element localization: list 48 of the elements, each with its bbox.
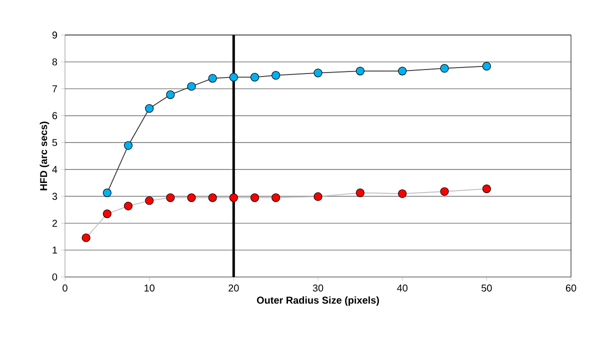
y-tick-label: 3 — [52, 192, 58, 200]
x-tick-label: 0 — [62, 284, 68, 292]
y-tick-label: 4 — [52, 166, 58, 173]
point — [208, 74, 217, 83]
y-axis-title: HFD (arc secs) — [40, 122, 50, 190]
point — [102, 210, 112, 218]
point — [250, 193, 260, 202]
point — [145, 104, 154, 113]
point — [124, 202, 133, 210]
point — [145, 196, 154, 205]
y-tick-label: 8 — [52, 58, 58, 66]
point — [124, 141, 133, 150]
point — [314, 192, 322, 201]
point — [482, 184, 491, 194]
point — [440, 187, 449, 196]
point — [398, 66, 407, 76]
y-tick-label: 1 — [52, 246, 57, 254]
point — [166, 90, 175, 99]
point — [440, 64, 449, 73]
point — [482, 62, 491, 70]
x-axis-title: Outer Radius Size (pixels) — [256, 296, 379, 306]
point — [229, 193, 238, 202]
x-tick-label: 40 — [397, 284, 408, 292]
y-tick-label: 0 — [52, 273, 58, 281]
y-tick-label: 2 — [52, 220, 57, 227]
point — [208, 193, 217, 202]
point — [229, 72, 238, 82]
point — [398, 189, 407, 198]
y-tick-label: 5 — [52, 139, 58, 146]
y-tick-label: 9 — [52, 31, 58, 39]
point — [356, 188, 364, 198]
point — [187, 82, 196, 91]
point — [102, 188, 112, 198]
x-tick-label: 10 — [144, 284, 154, 292]
point — [82, 233, 90, 242]
y-tick-label: 7 — [52, 85, 57, 92]
point — [187, 193, 196, 202]
point — [272, 193, 280, 202]
x-tick-label: 20 — [228, 284, 239, 292]
point — [250, 72, 260, 82]
x-tick-label: 60 — [566, 284, 576, 292]
point — [356, 66, 364, 76]
y-tick-label: 6 — [52, 112, 58, 120]
x-tick-label: 30 — [312, 284, 324, 292]
point — [166, 193, 175, 202]
point — [314, 68, 322, 78]
point — [272, 71, 280, 80]
x-tick-label: 50 — [482, 284, 492, 292]
